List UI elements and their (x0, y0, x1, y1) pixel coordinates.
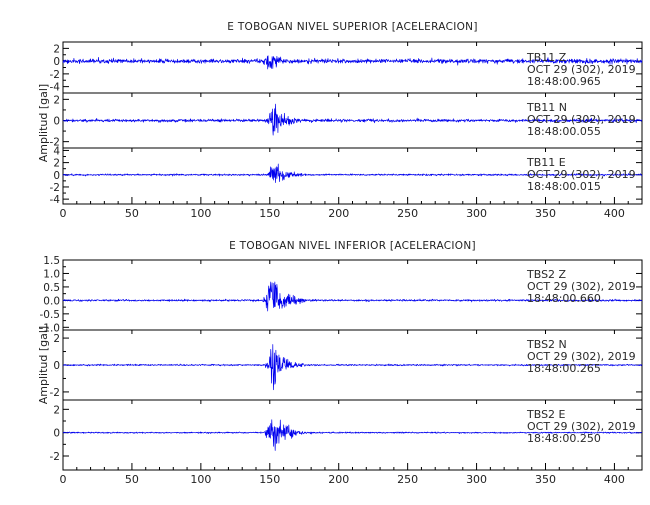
x-tick-label: 50 (125, 473, 139, 486)
y-tick-label: 2 (53, 404, 60, 416)
x-tick-label: 150 (259, 473, 280, 486)
x-tick-label: 0 (60, 473, 67, 486)
seismogram-trace (62, 55, 643, 70)
seismogram-trace (62, 103, 643, 136)
station-label: TB11 Z (526, 51, 567, 64)
y-tick-label: 2 (53, 43, 60, 55)
x-tick-label: 400 (604, 473, 625, 486)
seismogram-trace (62, 419, 643, 451)
station-time: 18:48:00.965 (527, 75, 601, 88)
y-tick-label: 2 (53, 94, 60, 106)
chart-panel-1: E TOBOGAN NIVEL SUPERIOR [ACELERACION] Am… (37, 21, 643, 220)
y-tick-label: 2 (53, 333, 60, 345)
y-tick-label: -2 (50, 137, 60, 149)
station-time: 18:48:00.055 (527, 125, 601, 138)
station-time: 18:48:00.250 (527, 432, 601, 445)
y-axis-label: Amplitud [gal] (37, 84, 50, 162)
x-tick-label: 250 (397, 473, 418, 486)
station-label: TB11 N (526, 101, 567, 114)
x-tick-label: 150 (259, 207, 280, 220)
y-axis-label: Amplitud [gal] (37, 326, 50, 404)
station-date: OCT 29 (302), 2019 (527, 168, 636, 181)
seismogram-trace (62, 281, 643, 312)
station-label: TB11 E (526, 156, 566, 169)
station-label: TBS2 Z (526, 268, 567, 281)
y-tick-label: 0.0 (43, 295, 60, 307)
station-label: TBS2 N (526, 338, 567, 351)
x-tick-label: 350 (535, 473, 556, 486)
y-tick-label: 0 (53, 360, 60, 372)
station-date: OCT 29 (302), 2019 (527, 280, 636, 293)
x-tick-label: 300 (466, 473, 487, 486)
y-tick-label: 1.5 (43, 255, 60, 267)
chart-panel-2: E TOBOGAN NIVEL INFERIOR [ACELERACION] Am… (37, 240, 643, 486)
station-date: OCT 29 (302), 2019 (527, 350, 636, 363)
x-tick-label: 50 (125, 207, 139, 220)
y-tick-label: -0.5 (40, 309, 61, 321)
y-tick-label: -1.0 (40, 322, 61, 334)
station-date: OCT 29 (302), 2019 (527, 63, 636, 76)
x-tick-label: 350 (535, 207, 556, 220)
x-tick-label: 100 (190, 207, 211, 220)
x-tick-label: 0 (60, 207, 67, 220)
y-tick-label: -2 (50, 182, 60, 194)
station-time: 18:48:00.660 (527, 292, 601, 305)
x-tick-label: 250 (397, 207, 418, 220)
y-tick-label: 0 (53, 428, 60, 440)
y-tick-label: 4 (53, 145, 60, 157)
station-label: TBS2 E (526, 408, 566, 421)
x-tick-label: 100 (190, 473, 211, 486)
y-tick-label: 2 (53, 158, 60, 170)
seismogram-trace (62, 163, 643, 183)
station-time: 18:48:00.265 (527, 362, 601, 375)
x-tick-label: 400 (604, 207, 625, 220)
station-time: 18:48:00.015 (527, 180, 601, 193)
x-tick-label: 300 (466, 207, 487, 220)
y-tick-label: -4 (50, 82, 61, 94)
station-date: OCT 29 (302), 2019 (527, 113, 636, 126)
y-tick-label: -2 (50, 387, 60, 399)
y-tick-label: 0 (53, 170, 60, 182)
seismogram-trace (62, 344, 643, 391)
y-tick-label: -4 (50, 194, 61, 206)
x-tick-label: 200 (328, 473, 349, 486)
y-tick-label: 0 (53, 56, 60, 68)
y-tick-label: -2 (50, 69, 60, 81)
y-tick-label: 0 (53, 116, 60, 128)
y-tick-label: 0.5 (43, 282, 60, 294)
x-tick-label: 200 (328, 207, 349, 220)
chart-title: E TOBOGAN NIVEL SUPERIOR [ACELERACION] (227, 21, 477, 33)
station-date: OCT 29 (302), 2019 (527, 420, 636, 433)
y-tick-label: 1.0 (43, 268, 60, 280)
y-tick-label: -2 (50, 451, 60, 463)
chart-title: E TOBOGAN NIVEL INFERIOR [ACELERACION] (229, 240, 476, 252)
